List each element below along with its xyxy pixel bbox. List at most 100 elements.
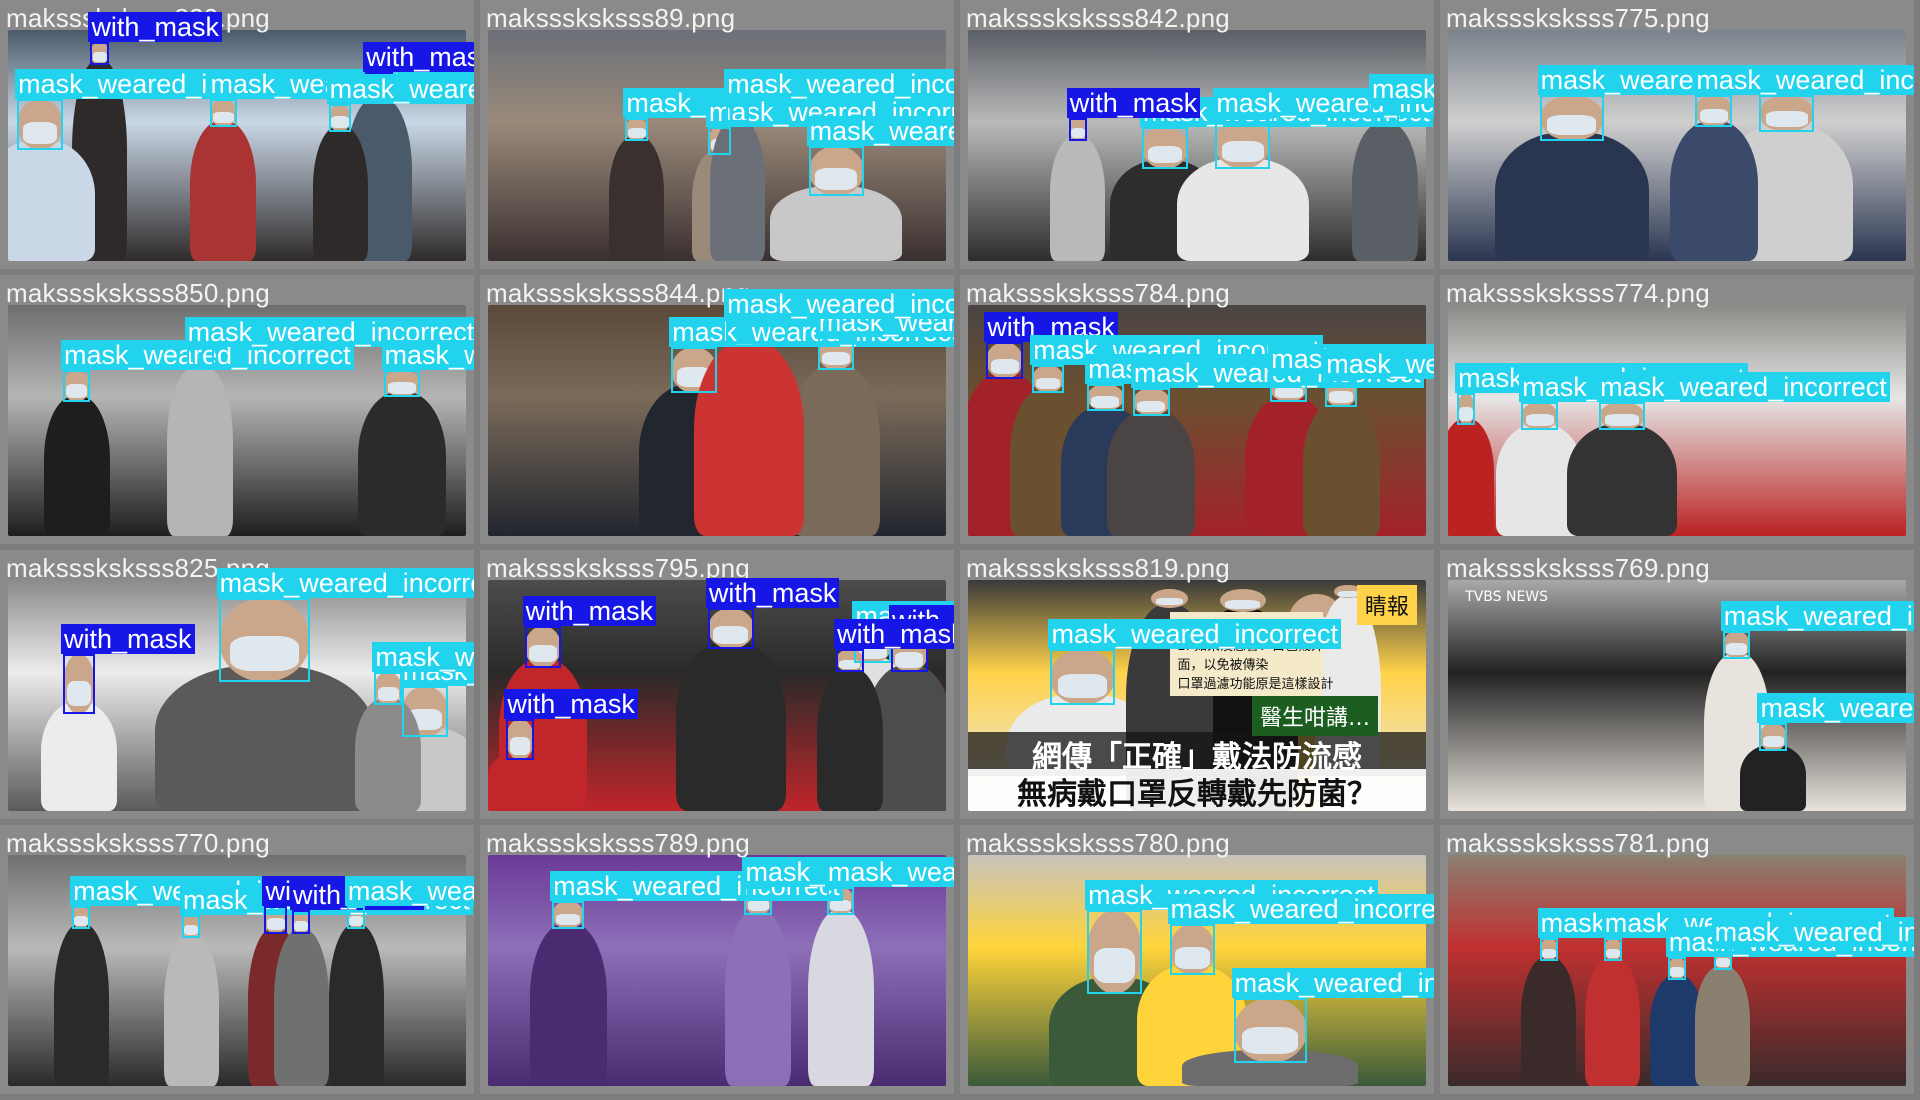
detection-mask-weared-incorrect: mask_weared_incorrect [1757,693,1914,751]
bounding-box [72,905,91,929]
detection-with-mask: with_mask [60,623,195,714]
bounding-box [1032,365,1065,393]
person-figure [154,665,375,811]
detection-mask-weared-incorrect: mask_weared_incorrect [1519,372,1812,430]
image-filename: maksssksksss795.png [486,553,750,583]
face-mask [1274,386,1303,399]
bounding-box [17,99,63,151]
result-tile: maksssksksss829.pngwith_maskmask_weared_… [0,0,474,269]
person-figure [328,924,384,1086]
class-label: mask_weared_incorrect [1711,917,1914,948]
class-label: mask_weared_incorrect [344,875,474,906]
class-label: mask_weared_incorrect [1231,968,1434,999]
face-mask [74,916,89,926]
detection-mask-weared-incorrect: mask_weared_incorrect [1757,64,1914,132]
face-mask [822,351,850,366]
detection-mask-weared-incorrect: mask_weared_incorrect [1537,64,1831,141]
person-figure [357,391,446,536]
bounding-box [1599,402,1645,430]
bounding-box [1050,649,1115,705]
image-filename: maksssksksss769.png [1446,553,1710,583]
image-filename: maksssksksss784.png [966,278,1230,308]
bounding-box [374,672,402,705]
detection-mask-weared-incorrect: mask_weared_incorrect [1323,348,1434,407]
person-figure [1107,410,1196,536]
photo [488,30,946,261]
person-figure [1302,401,1380,536]
image-filename: maksssksksss775.png [1446,3,1710,33]
detection-mask-weared-incorrect: mask_weared_incorrect [1711,917,1914,971]
person-figure [1740,745,1807,811]
class-label: mask_weared_incorrect [724,288,954,319]
face-mask [1541,948,1556,959]
face-mask [1525,414,1554,427]
detection-mask-weared-incorrect: mask_weared_incorrect [1231,968,1434,1063]
class-label: mask_weared_incorrect [1323,348,1434,379]
person-figure [807,909,874,1086]
face-mask [1093,947,1136,983]
bounding-box [1722,630,1751,659]
corner-tag: 睛報 [1356,584,1417,625]
image-filename: maksssksksss89.png [486,3,736,33]
person-figure [1585,956,1641,1086]
face-mask [839,659,861,670]
bounding-box [1169,924,1216,976]
detection-with-mask: with_mask [504,688,638,761]
detection-mask-weared-incorrect: mask_weared_incorrect [399,656,474,738]
bounding-box [1457,392,1476,426]
class-label: mask_weared_incorrect [806,115,954,146]
image-filename: maksssksksss780.png [966,828,1230,858]
detection-mask-weared-incorrect: mask_weared_incorrect [1693,64,1914,127]
bounding-box [1325,378,1358,407]
detection-mask-weared-incorrect: mask_weared_incorrect [326,73,474,132]
class-label: mask_weared_incorrect [724,69,954,100]
photo [8,580,466,811]
detection-mask-weared-incorrect: mask_weared_incorrect [70,875,363,929]
face-mask [815,168,857,190]
person-figure [53,924,109,1086]
bounding-box [328,103,352,132]
bounding-box [707,127,731,155]
image-filename: maksssksksss774.png [1446,278,1710,308]
bounding-box [1233,998,1307,1063]
detection-mask-weared-incorrect: mask_weared_incorrect [381,339,474,398]
face-mask [349,916,364,926]
bounding-box [1087,910,1143,994]
detection-mask-weared-incorrect: mask_weared_incorrect [1048,619,1342,705]
result-tile: maksssksksss774.png mask_weared_incorrect… [1440,275,1914,544]
bounding-box [524,626,562,668]
detection-mask-weared-incorrect: mask_weared_incorrect [1455,362,1748,426]
result-tile: maksssksksss842.png mask_weared_incorrect… [960,0,1434,269]
face-mask [1329,391,1354,404]
face-mask [331,116,349,129]
result-tile: maksssksksss89.pngmask_weared_incorrectm… [480,0,954,269]
face-mask [92,51,107,62]
detection-mask-weared-incorrect: mask_weared_incorrect [806,115,954,197]
face-mask [529,644,557,663]
face-mask [555,913,581,926]
detection-mask-weared-incorrect: mask_weared_incorrect [742,857,954,916]
detection-mask-weared-incorrect: mask_weared_incorrect [216,568,474,682]
class-label: mask_weared_incorrect [372,642,474,673]
person-figure [1050,136,1106,261]
class-label: with_mask [504,688,638,719]
bounding-box [90,41,109,65]
bounding-box [552,901,585,929]
face-mask [1699,109,1728,123]
person-figure [40,701,118,811]
detection-mask-weared-incorrect: mask_weared_incorrect [207,69,474,128]
person-figure [529,923,607,1086]
bounding-box [1759,94,1815,132]
face-mask [713,626,749,644]
result-tile: maksssksksss819.png 網傳「正確」戴法防流感 無病戴口罩反轉戴先防… [960,550,1434,819]
person-figure [1494,131,1649,261]
news-caption-line1: 網傳「正確」戴法防流感 [968,732,1426,777]
result-tile: maksssksksss780.png mask_weared_incorrect… [960,825,1434,1094]
result-tile: maksssksksss784.png with_mask mask_weared_… [960,275,1434,544]
face-mask [377,686,399,701]
bounding-box [1142,127,1188,169]
bounding-box [383,369,421,398]
bounding-box [808,145,864,197]
face-mask [1547,115,1596,135]
